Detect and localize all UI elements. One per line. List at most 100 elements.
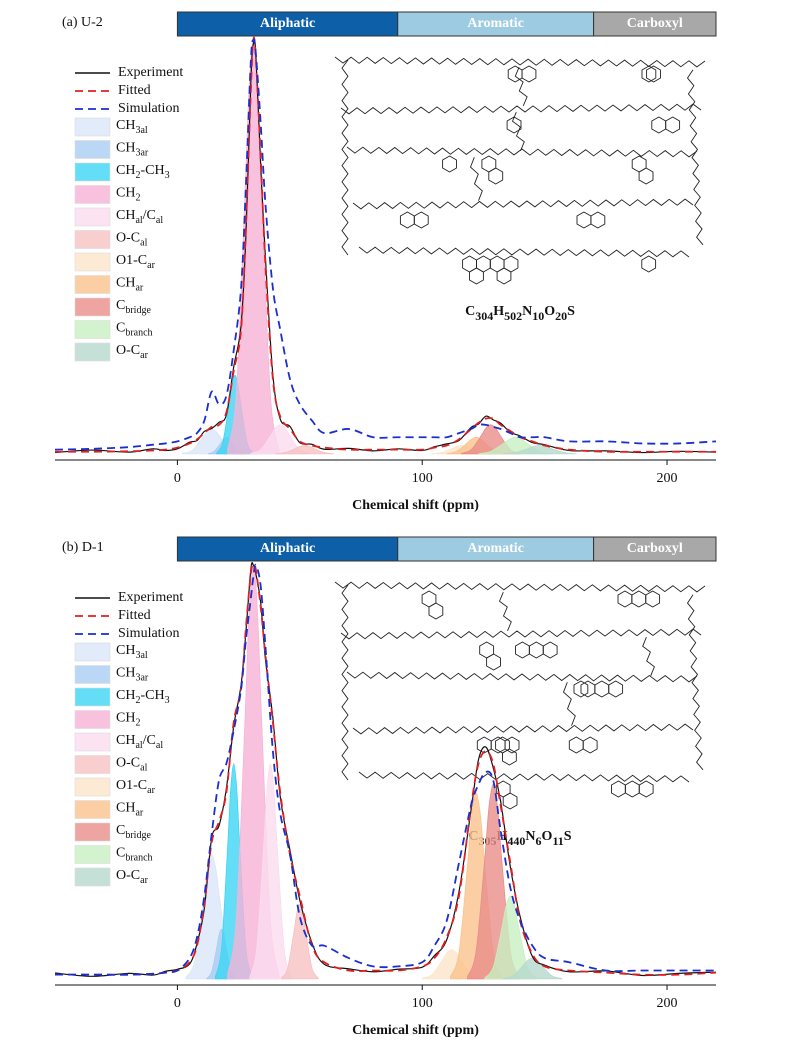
- subscript: 3ar: [135, 148, 148, 159]
- chain: [346, 146, 698, 158]
- text-part: Simulation: [118, 626, 179, 641]
- subscript: 11: [552, 834, 563, 848]
- text-part: -CH: [140, 688, 164, 703]
- legend-swatch: [74, 275, 111, 294]
- legend-label: Fitted: [118, 83, 151, 98]
- subscript: 3al: [135, 125, 147, 136]
- subscript: bridge: [125, 305, 151, 316]
- ring: [573, 680, 589, 698]
- legend-label: Fitted: [118, 608, 151, 623]
- x-tick-label: 200: [657, 996, 678, 1011]
- chain: [686, 594, 704, 771]
- text-part: S: [564, 829, 572, 844]
- text-part: C: [116, 846, 125, 861]
- text-part: O-C: [116, 868, 140, 883]
- legend-label: CH3ar: [116, 141, 149, 159]
- chain: [334, 581, 706, 593]
- spectrum-line: [55, 563, 717, 976]
- text-part: H: [493, 304, 504, 319]
- chain: [341, 584, 349, 781]
- subscript: 3: [165, 170, 170, 181]
- text-part: Fitted: [118, 83, 151, 98]
- legend-swatch: [74, 845, 111, 864]
- subscript: al: [156, 740, 163, 751]
- region-label: Aromatic: [467, 541, 524, 556]
- region-band: [176, 11, 399, 37]
- subscript: 3: [165, 695, 170, 706]
- subscript: branch: [125, 328, 152, 339]
- ring: [608, 680, 624, 698]
- legend-swatch: [74, 687, 111, 707]
- formula: C305H440N6O11S: [468, 829, 571, 848]
- chain: [352, 198, 694, 210]
- molecule-structure: [334, 581, 706, 810]
- ring: [442, 155, 457, 173]
- spectrum-line: [54, 36, 716, 453]
- ring: [582, 736, 598, 754]
- chain: [358, 246, 690, 258]
- ring: [641, 65, 657, 83]
- legend-swatch: [74, 777, 111, 797]
- subscript: 2: [135, 170, 140, 181]
- region-label: Aliphatic: [260, 541, 315, 556]
- ring: [476, 736, 492, 754]
- chain: [358, 771, 690, 783]
- subscript: bridge: [125, 830, 151, 841]
- text-part: O-C: [116, 756, 140, 771]
- chain: [511, 112, 525, 151]
- text-part: O: [542, 829, 553, 844]
- component-peak: [502, 957, 563, 980]
- legend-label: CH3ar: [116, 666, 149, 684]
- ring: [651, 116, 667, 134]
- subscript: 6: [536, 834, 542, 848]
- text-part: /C: [143, 733, 156, 748]
- text-part: CH: [116, 733, 135, 748]
- chain: [346, 671, 698, 683]
- subscript: al: [140, 238, 147, 249]
- ring: [496, 267, 512, 285]
- legend-label: Cbranch: [116, 321, 153, 339]
- ring: [665, 116, 681, 134]
- legend-label: Experiment: [118, 590, 183, 605]
- legend-label: CH3al: [116, 118, 148, 136]
- legend-swatch: [74, 800, 111, 819]
- subscript: ar: [140, 875, 148, 886]
- spectrum-line: [54, 38, 717, 451]
- text-part: /C: [143, 208, 156, 223]
- chain: [340, 103, 702, 115]
- text-part: Experiment: [118, 590, 183, 605]
- text-part: CH: [116, 276, 135, 291]
- ring: [638, 780, 654, 798]
- text-part: O: [544, 304, 555, 319]
- text-part: CH: [116, 163, 135, 178]
- legend-swatch: [74, 642, 111, 662]
- legend-label: CH3al: [116, 643, 148, 661]
- ring: [399, 211, 415, 229]
- text-part: CH: [116, 666, 135, 681]
- component-peak: [502, 445, 577, 455]
- ring: [502, 792, 518, 810]
- ring: [594, 680, 610, 698]
- subscript: ar: [147, 260, 155, 271]
- text-part: N: [525, 829, 535, 844]
- ring: [641, 255, 657, 273]
- legend-label: Cbridge: [116, 823, 151, 841]
- legend-label: Cbranch: [116, 846, 153, 864]
- legend-swatch: [74, 117, 111, 137]
- subscript: al: [140, 763, 147, 774]
- text-part: Fitted: [118, 608, 151, 623]
- subscript: 10: [532, 309, 544, 323]
- text-part: CH: [116, 186, 135, 201]
- text-part: N: [522, 304, 532, 319]
- chain: [562, 682, 576, 726]
- subscript: 2: [135, 193, 140, 204]
- legend-swatch: [74, 665, 111, 684]
- panel-title: (b) D-1: [62, 540, 104, 555]
- legend-label: CH2: [116, 186, 140, 204]
- legend-label: O1-Car: [116, 778, 156, 796]
- text-part: C: [116, 321, 125, 336]
- subscript: ar: [135, 283, 143, 294]
- ring: [638, 167, 654, 185]
